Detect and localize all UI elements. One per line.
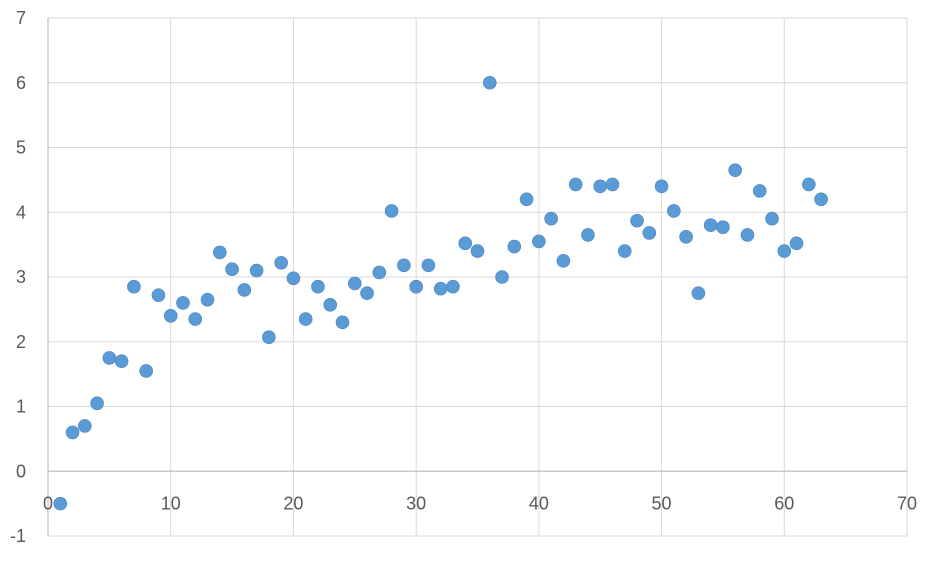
data-point [814, 192, 828, 207]
grid-lines [48, 17, 908, 537]
data-point [213, 245, 227, 260]
data-point [360, 286, 374, 300]
data-point [53, 496, 68, 511]
data-point [765, 211, 779, 226]
data-points [53, 75, 828, 511]
data-point [176, 296, 190, 310]
data-point [163, 309, 178, 323]
data-point [556, 254, 571, 268]
data-point [151, 288, 166, 302]
data-point [802, 177, 816, 192]
data-point [372, 265, 387, 280]
data-point [703, 218, 718, 232]
y-tick-label: 1 [16, 397, 26, 417]
data-point [249, 263, 264, 278]
data-point [311, 279, 325, 294]
data-point [78, 419, 92, 433]
x-tick-label: 10 [161, 493, 181, 513]
x-tick-label: 0 [43, 493, 53, 513]
data-point [102, 351, 117, 365]
data-point [544, 211, 558, 226]
data-point [581, 228, 595, 242]
data-point [519, 192, 534, 207]
data-point [593, 179, 608, 194]
data-point [507, 239, 522, 254]
data-point [139, 364, 153, 378]
data-point [347, 276, 362, 291]
data-point [90, 396, 104, 411]
x-tick-label: 50 [652, 493, 672, 513]
data-point [446, 279, 460, 294]
data-point [397, 258, 411, 273]
data-point [495, 270, 509, 284]
data-point [200, 292, 215, 307]
data-point [642, 226, 657, 240]
data-point [458, 236, 473, 251]
data-point [777, 244, 792, 258]
data-point [482, 75, 497, 90]
data-point [470, 244, 485, 258]
data-point [630, 213, 644, 228]
x-tick-label: 60 [774, 493, 794, 513]
data-point [409, 279, 423, 294]
y-tick-label: 5 [16, 138, 26, 158]
data-point [617, 244, 632, 258]
y-tick-label: 4 [16, 202, 26, 222]
data-point [789, 236, 804, 251]
data-point [237, 283, 252, 297]
data-point [679, 230, 693, 244]
x-tick-label: 40 [529, 493, 549, 513]
data-point [740, 228, 755, 242]
data-point [225, 262, 239, 277]
data-point [323, 298, 338, 312]
data-point [127, 279, 141, 294]
data-point [421, 258, 436, 273]
axes [47, 18, 907, 536]
data-point [667, 204, 681, 218]
data-point [262, 330, 276, 345]
y-tick-label: 3 [16, 267, 26, 287]
y-tick-label: 6 [16, 73, 26, 93]
data-point [716, 220, 730, 234]
data-point [752, 184, 767, 198]
tick-labels: 0 10 20 30 40 50 60 70 -1 0 1 2 3 4 5 6 7 [10, 8, 917, 546]
data-point [568, 177, 583, 192]
y-tick-label: 0 [16, 461, 26, 481]
data-point [114, 354, 129, 368]
data-point [728, 163, 743, 177]
data-point [65, 425, 80, 440]
data-point [298, 312, 313, 326]
x-tick-label: 20 [283, 493, 303, 513]
data-point [274, 255, 288, 270]
data-point [605, 177, 620, 192]
data-point [691, 286, 706, 300]
data-point [532, 234, 546, 249]
data-point [654, 179, 669, 194]
y-tick-label: -1 [10, 526, 26, 546]
data-point [286, 271, 301, 286]
data-point [433, 281, 448, 296]
y-tick-label: 7 [16, 8, 26, 28]
data-point [384, 204, 399, 218]
x-tick-label: 70 [897, 493, 917, 513]
data-point [188, 312, 203, 326]
y-tick-label: 2 [16, 332, 26, 352]
data-point [335, 315, 350, 330]
x-tick-label: 30 [406, 493, 426, 513]
